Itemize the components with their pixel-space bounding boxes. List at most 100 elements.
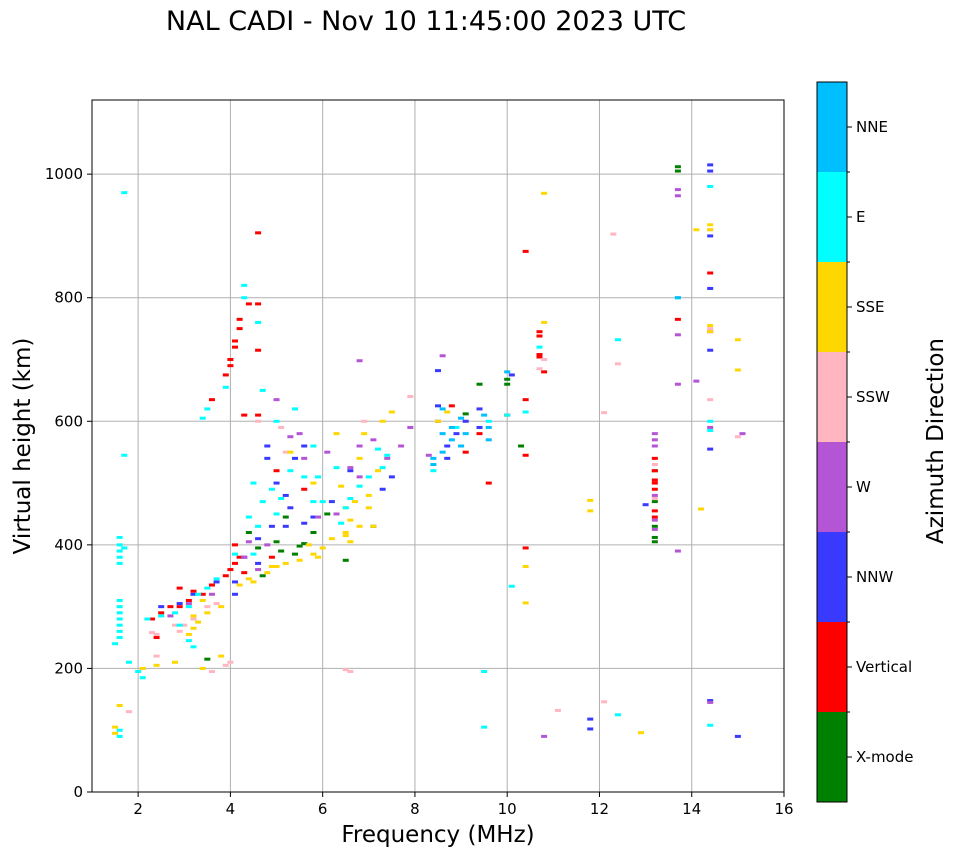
data-point (651, 540, 658, 544)
data-point (370, 438, 377, 442)
data-point (587, 727, 594, 731)
data-point (116, 704, 123, 707)
data-point (259, 388, 266, 392)
data-point (453, 432, 460, 436)
data-point (342, 531, 349, 534)
data-point (651, 481, 658, 485)
data-point (199, 598, 206, 602)
data-point (204, 586, 211, 590)
y-axis-label: Virtual height (km) (10, 338, 36, 555)
data-point (268, 555, 275, 559)
data-point (208, 670, 215, 674)
data-point (250, 580, 257, 584)
data-point (637, 731, 644, 735)
data-point (291, 552, 298, 556)
data-point (435, 369, 441, 373)
data-point (651, 487, 658, 491)
data-point (315, 475, 322, 479)
data-point (541, 358, 548, 361)
data-point (476, 425, 483, 429)
data-point (444, 444, 451, 448)
data-point (379, 466, 386, 470)
data-point (268, 487, 275, 491)
data-point (112, 642, 119, 646)
data-point (541, 734, 548, 738)
colorbar-tick-label: W (856, 478, 871, 496)
data-point (121, 191, 128, 195)
data-point (508, 584, 515, 588)
data-point (481, 670, 488, 674)
data-point (504, 370, 511, 374)
data-point (462, 450, 469, 454)
data-point (610, 232, 617, 236)
data-point (139, 666, 146, 670)
data-point (315, 555, 322, 559)
data-point (158, 605, 165, 609)
data-point (707, 447, 714, 451)
data-point (268, 524, 275, 528)
data-point (541, 320, 548, 324)
series-x-mode (204, 165, 681, 661)
colorbar-segment (817, 442, 847, 532)
data-point (356, 456, 363, 460)
data-point (324, 512, 331, 516)
y-tick-label: 0 (73, 783, 83, 801)
data-point (301, 456, 308, 460)
plot-frame (91, 99, 785, 793)
data-point (328, 500, 335, 504)
data-point (328, 537, 335, 541)
data-point (204, 611, 211, 615)
data-point (333, 466, 340, 470)
data-point (522, 601, 529, 605)
data-point (185, 602, 192, 606)
data-point (148, 631, 155, 635)
data-point (365, 506, 372, 510)
data-point (282, 515, 289, 519)
data-point (153, 636, 160, 640)
data-point (342, 558, 349, 562)
data-point (319, 546, 326, 550)
y-tick-label: 400 (54, 536, 83, 554)
data-point (347, 497, 354, 501)
data-point (651, 515, 658, 519)
data-point (522, 398, 529, 402)
data-point (462, 432, 469, 436)
data-point (153, 632, 160, 636)
data-point (707, 330, 714, 334)
y-tick-label: 600 (54, 412, 83, 430)
data-point (255, 413, 262, 417)
data-point (245, 515, 252, 519)
data-point (185, 598, 192, 602)
data-point (287, 469, 294, 473)
data-point (245, 540, 252, 544)
data-point (430, 469, 437, 473)
data-point (227, 358, 234, 361)
data-point (347, 518, 354, 522)
data-point (273, 469, 280, 473)
data-point (255, 546, 262, 550)
colorbar-frame (816, 81, 848, 803)
colorbar-segment (817, 712, 847, 802)
data-point (236, 327, 243, 331)
data-point (273, 512, 280, 516)
data-point (651, 463, 658, 467)
data-point (273, 564, 280, 568)
data-point (282, 450, 289, 454)
data-point (185, 605, 192, 609)
y-tick-label: 1000 (45, 165, 83, 183)
data-point (301, 521, 308, 525)
data-point (707, 398, 714, 402)
x-tick-label: 10 (498, 800, 517, 818)
data-point (504, 377, 511, 381)
data-point (651, 527, 658, 531)
data-point (536, 345, 543, 349)
data-point (541, 370, 548, 374)
data-point (361, 432, 368, 436)
data-point (361, 419, 368, 423)
data-point (388, 475, 395, 479)
data-point (255, 320, 262, 324)
data-point (674, 317, 681, 321)
data-point (199, 666, 206, 670)
data-point (255, 568, 262, 572)
data-point (158, 614, 165, 618)
